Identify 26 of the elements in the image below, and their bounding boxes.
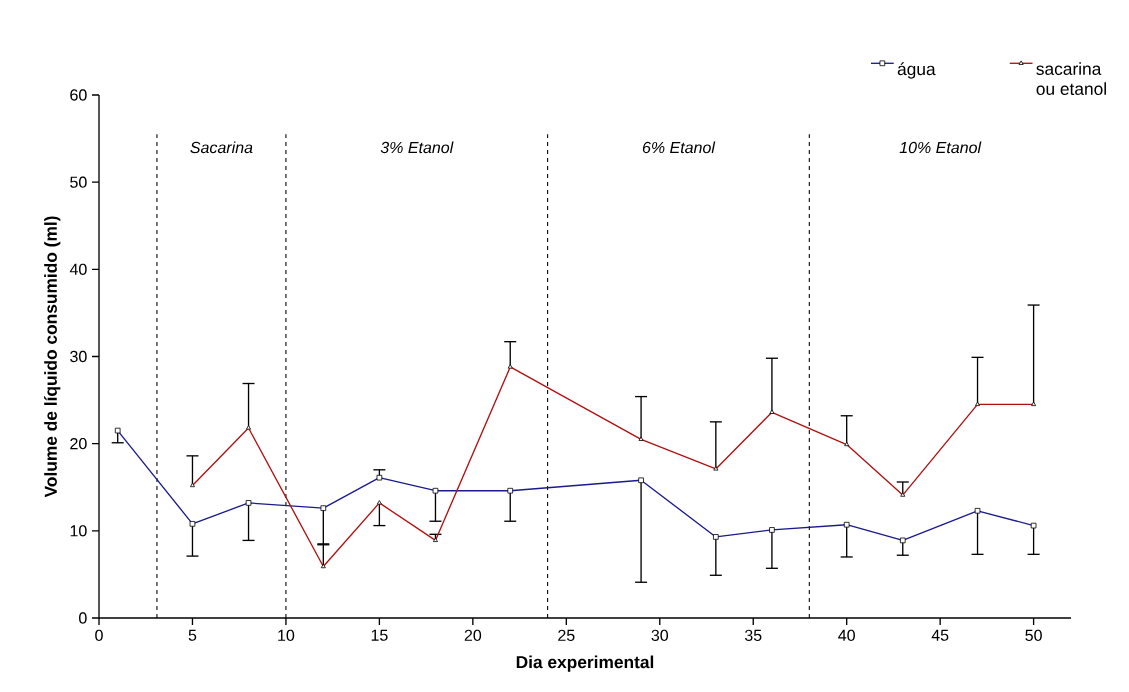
x-axis-title: Dia experimental	[516, 655, 654, 672]
x-tick-label: 20	[464, 629, 482, 642]
annotation: 10% Etanol	[899, 141, 982, 154]
legend-label: água	[897, 62, 936, 79]
legend-label: sacarina ou etanol	[1036, 62, 1106, 96]
x-tick-label: 35	[744, 629, 762, 642]
x-tick-label: 50	[1025, 629, 1042, 642]
y-tick-label: 0	[79, 612, 87, 624]
annotation: 3% Etanol	[380, 141, 454, 154]
y-tick-label: 50	[70, 176, 87, 188]
x-tick-label: 10	[278, 629, 295, 642]
annotation: Sacarina	[190, 141, 253, 154]
x-tick-label: 40	[838, 629, 855, 642]
x-tick-label: 15	[371, 629, 388, 641]
y-tick-label: 10	[70, 525, 87, 537]
x-tick-label: 45	[931, 629, 949, 641]
y-tick-label: 20	[70, 438, 87, 450]
y-tick-label: 30	[70, 350, 87, 363]
annotation: 6% Etanol	[642, 141, 716, 154]
x-tick-label: 30	[651, 629, 669, 642]
x-tick-label: 0	[95, 629, 103, 642]
y-tick-label: 60	[70, 89, 87, 101]
y-tick-label: 40	[69, 263, 87, 275]
x-tick-label: 25	[558, 629, 575, 642]
x-tick-label: 5	[188, 629, 197, 641]
y-axis-title: Volume de líquido consumido (ml)	[44, 216, 61, 498]
